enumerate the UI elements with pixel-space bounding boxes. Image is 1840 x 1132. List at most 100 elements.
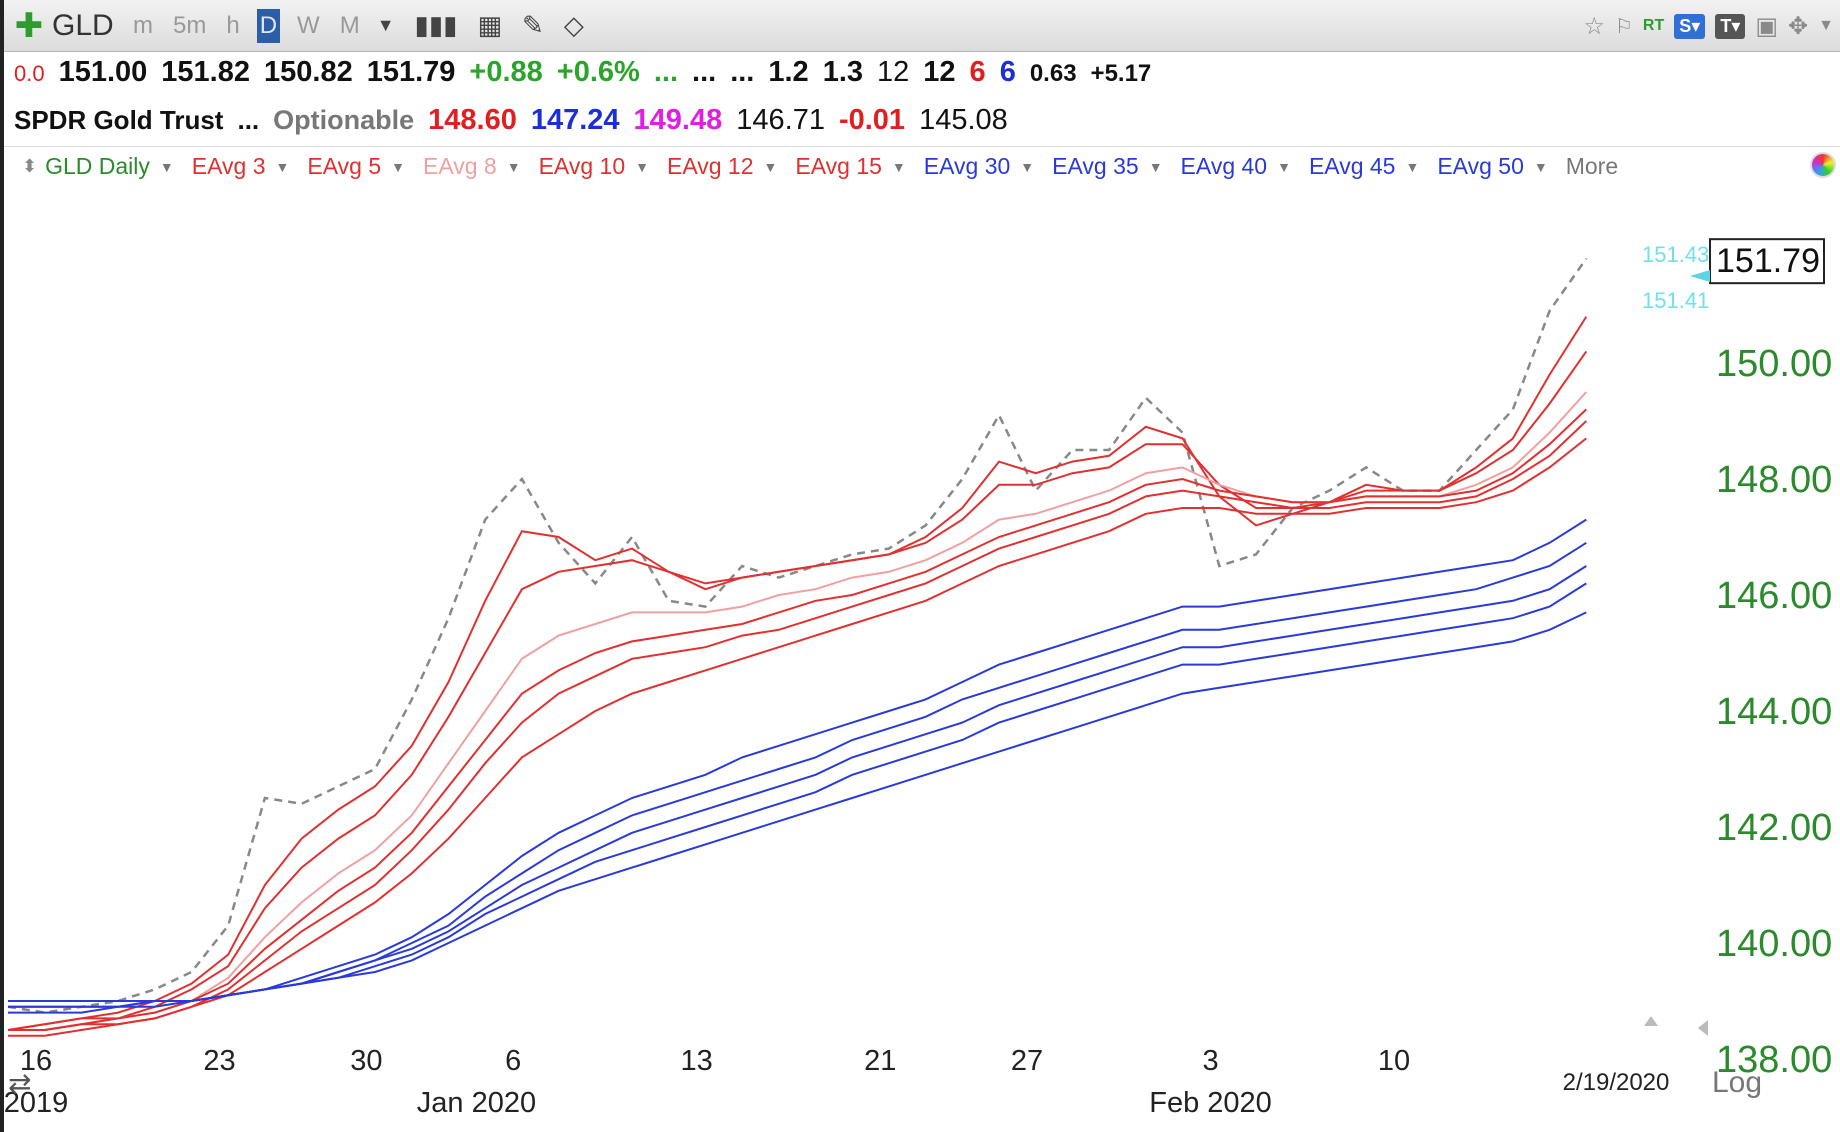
timeframe-weekly[interactable]: W: [297, 11, 320, 39]
indicator-label: EAvg 40: [1180, 153, 1268, 179]
move-icon[interactable]: ✥: [1788, 12, 1809, 40]
toolbar: ✚ GLD m 5m h D W M ▼ ▮▮▮ ▦ ✎ ◇ ☆ ⚐ RT S▾…: [4, 0, 1840, 52]
dropdown-arrow-icon[interactable]: ▼: [763, 158, 778, 175]
dropdown-arrow-icon[interactable]: ▼: [1148, 158, 1163, 175]
indicator-eavg-30[interactable]: EAvg 30 ▼: [924, 153, 1034, 180]
indicator-eavg-50[interactable]: EAvg 50 ▼: [1437, 153, 1547, 180]
y-tick-label: 138.00: [1716, 1039, 1832, 1081]
ellipsis-1: ...: [653, 56, 679, 88]
dropdown-arrow-icon[interactable]: ▼: [1533, 158, 1548, 175]
series-line-eavg-15: [8, 437, 1587, 1037]
pencil-icon[interactable]: ✎: [522, 10, 544, 40]
indicator-gld-daily[interactable]: GLD Daily ▼: [45, 153, 174, 180]
timeframe-minute[interactable]: m: [133, 11, 153, 39]
sort-updown-icon[interactable]: ⬍: [22, 156, 38, 176]
refresh-icon[interactable]: ⇄: [8, 1067, 31, 1100]
dropdown-arrow-icon[interactable]: ▼: [1277, 158, 1291, 175]
date-readout: 2/19/2020: [1563, 1069, 1670, 1096]
indicator-eavg-40[interactable]: EAvg 40 ▼: [1181, 153, 1291, 180]
name-ellipsis[interactable]: ...: [237, 105, 260, 135]
s-label: S: [1679, 15, 1692, 36]
indicator-eavg-12[interactable]: EAvg 12 ▼: [667, 153, 777, 180]
dropdown-arrow-icon[interactable]: ▼: [159, 158, 174, 175]
timeframe-hour[interactable]: h: [226, 11, 240, 39]
x-month-label: Feb 2020: [1149, 1087, 1272, 1119]
dropdown-arrow-icon[interactable]: ▼: [376, 15, 395, 35]
price-marker-arrow-icon: [1690, 270, 1710, 282]
s-menu-button[interactable]: S▾: [1674, 13, 1706, 39]
indicator-label: EAvg 45: [1308, 153, 1396, 179]
indicator-label: EAvg 3: [191, 153, 266, 179]
high-price: 151.82: [161, 56, 250, 88]
bar-chart-icon[interactable]: ▮▮▮: [414, 10, 458, 40]
stat-7: 0.63: [1029, 60, 1077, 87]
indicator-label: EAvg 8: [422, 153, 497, 179]
series-line-eavg-3: [7, 316, 1588, 1031]
indicator-eavg-10[interactable]: EAvg 10 ▼: [539, 153, 649, 180]
chart-area[interactable]: 150.00 148.00 146.00 144.00 142.00 140.00 138.…: [4, 188, 1840, 1132]
quote-row-info: SPDR Gold Trust ... Optionable 148.60 14…: [14, 104, 1022, 144]
indicator-eavg-5[interactable]: EAvg 5 ▼: [307, 153, 405, 180]
optionable-label: Optionable: [273, 105, 415, 135]
timeframe-daily[interactable]: D: [256, 8, 281, 43]
stat-2: 1.3: [822, 56, 864, 88]
save-icon[interactable]: ▣: [1755, 12, 1779, 40]
realtime-badge[interactable]: RT: [1642, 17, 1665, 34]
indicator-eavg-45[interactable]: EAvg 45 ▼: [1309, 153, 1419, 180]
price-marker-label: 151.41: [1642, 288, 1709, 313]
scroll-left-icon[interactable]: [1698, 1020, 1708, 1036]
low-price: 150.82: [264, 56, 353, 88]
more-button[interactable]: More: [1565, 153, 1619, 179]
stat-1: 1.2: [768, 56, 809, 88]
add-symbol-icon[interactable]: ✚: [14, 6, 44, 45]
y-tick-label: 148.00: [1716, 459, 1832, 501]
series-line-eavg-5: [7, 350, 1588, 1031]
indicator-label: EAvg 12: [666, 153, 754, 179]
note-icon[interactable]: ◇: [563, 10, 584, 40]
ellipsis-3: ...: [730, 56, 755, 88]
stat-6: 6: [999, 56, 1016, 88]
t-menu-button[interactable]: T▾: [1715, 13, 1746, 39]
indicator-label: GLD Daily: [45, 153, 150, 179]
open-price: 151.00: [58, 56, 148, 88]
indicator-eavg-35[interactable]: EAvg 35 ▼: [1052, 153, 1162, 180]
dropdown-arrow-icon[interactable]: ▼: [891, 158, 906, 175]
indicator-eavg-15[interactable]: EAvg 15 ▼: [795, 153, 905, 180]
indicator-eavg-8[interactable]: EAvg 8 ▼: [423, 153, 521, 180]
series-line-eavg-12: [8, 420, 1587, 1031]
dropdown-arrow-icon[interactable]: ▼: [391, 158, 405, 175]
indicator-label: EAvg 50: [1437, 153, 1524, 179]
timeframe-monthly[interactable]: M: [339, 11, 360, 39]
dropdown-arrow-icon[interactable]: ▼: [275, 158, 290, 175]
flag-icon[interactable]: ⚐: [1614, 15, 1633, 38]
color-palette-icon[interactable]: [1810, 152, 1836, 178]
percent-change: +0.6%: [556, 56, 640, 88]
price-chart[interactable]: 150.00 148.00 146.00 144.00 142.00 140.00 138.…: [4, 188, 1840, 1132]
table-icon[interactable]: ▦: [477, 10, 503, 40]
last-price-label: 151.79: [1716, 242, 1820, 280]
x-day-label: 16: [20, 1045, 52, 1077]
star-icon[interactable]: ☆: [1583, 12, 1605, 40]
net-change: +0.88: [469, 56, 543, 88]
dropdown-arrow-icon[interactable]: ▼: [635, 158, 649, 175]
indicator-eavg-3[interactable]: EAvg 3 ▼: [192, 153, 290, 180]
stat-5: 6: [969, 56, 986, 88]
dropdown-arrow-icon[interactable]: ▼: [1020, 158, 1035, 175]
stat-8: +5.17: [1090, 60, 1152, 87]
dropdown-arrow-icon[interactable]: ▼: [1405, 158, 1420, 175]
indicator-label: EAvg 5: [307, 153, 382, 179]
series-line-eavg-50: [8, 611, 1587, 1014]
dropdown-arrow-icon[interactable]: ▼: [506, 158, 521, 175]
scroll-up-icon[interactable]: [1644, 1016, 1658, 1026]
last-price-box: [1709, 238, 1825, 285]
timeframe-5min[interactable]: 5m: [173, 11, 207, 39]
chevron-down-icon[interactable]: ▼: [1818, 17, 1834, 34]
log-scale-toggle[interactable]: Log: [1712, 1066, 1762, 1099]
y-tick-label: 142.00: [1716, 807, 1832, 849]
value-6: 145.08: [919, 104, 1008, 136]
symbol-input[interactable]: GLD: [52, 8, 114, 42]
x-day-label: 21: [864, 1045, 896, 1077]
stat-3: 12: [877, 56, 910, 88]
indicator-bar: ⬍ GLD Daily ▼ EAvg 3 ▼ EAvg 5 ▼ EAvg 8 ▼ EAvg 10…: [4, 146, 1840, 186]
